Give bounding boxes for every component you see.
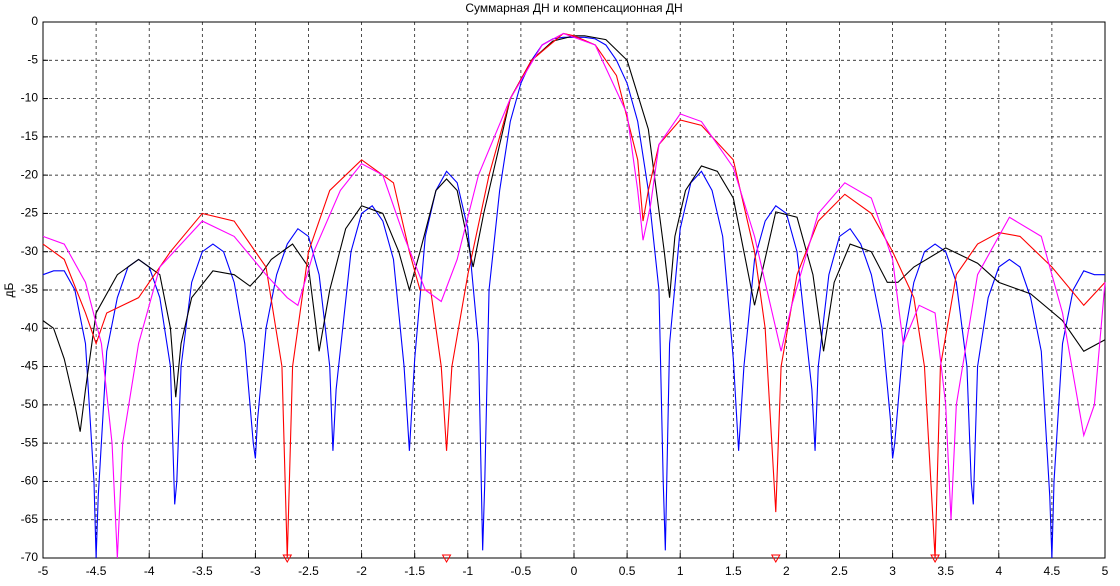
- y-tick-label: -45: [21, 359, 39, 373]
- marker: [282, 554, 293, 564]
- y-tick-label: -35: [21, 282, 39, 296]
- plot-frame: [42, 21, 1106, 559]
- y-tick-label: -55: [21, 435, 39, 449]
- y-tick-label: -65: [21, 512, 39, 526]
- y-tick-label: -25: [21, 206, 39, 220]
- y-tick-label: -40: [21, 320, 39, 334]
- x-tick-label: 1: [677, 564, 684, 578]
- x-tick-label: 5: [1102, 564, 1109, 578]
- x-tick-label: 0.5: [619, 564, 636, 578]
- series-line: [42, 32, 1106, 559]
- x-tick-label: 3.5: [937, 564, 954, 578]
- y-tick-label: -20: [21, 167, 39, 181]
- x-tick-label: 2.5: [831, 564, 848, 578]
- marker: [930, 554, 940, 564]
- y-tick-label: -60: [21, 474, 39, 488]
- y-tick-label: -70: [21, 550, 39, 564]
- y-tick-label: -50: [21, 397, 39, 411]
- x-tick-label: -1.5: [404, 564, 425, 578]
- y-tick-label: -5: [27, 52, 38, 66]
- y-tick-label: -15: [21, 129, 39, 143]
- x-tick-label: -2: [356, 564, 367, 578]
- x-tick-label: 4: [995, 564, 1002, 578]
- y-tick-label: -10: [21, 91, 39, 105]
- x-tick-label: -3.5: [192, 564, 213, 578]
- x-tick-label: 1.5: [725, 564, 742, 578]
- x-tick-label: 3: [889, 564, 896, 578]
- y-tick-label: 0: [31, 14, 38, 28]
- marker: [441, 554, 452, 564]
- x-tick-label: -5: [38, 564, 49, 578]
- x-tick-label: 4.5: [1044, 564, 1061, 578]
- x-tick-label: -2.5: [298, 564, 319, 578]
- x-tick-label: -4.5: [86, 564, 107, 578]
- x-tick-label: -0.5: [511, 564, 532, 578]
- x-tick-label: -1: [462, 564, 473, 578]
- y-tick-label: -30: [21, 244, 39, 258]
- series-line: [42, 32, 1106, 559]
- marker: [770, 554, 781, 564]
- x-tick-label: 0: [571, 564, 578, 578]
- x-tick-label: -4: [144, 564, 155, 578]
- x-tick-label: 2: [783, 564, 790, 578]
- x-tick-label: -3: [250, 564, 261, 578]
- series-line: [42, 35, 1106, 432]
- y-axis-label: дБ: [2, 282, 16, 297]
- chart-title: Суммарная ДН и компенсационная ДН: [465, 1, 682, 15]
